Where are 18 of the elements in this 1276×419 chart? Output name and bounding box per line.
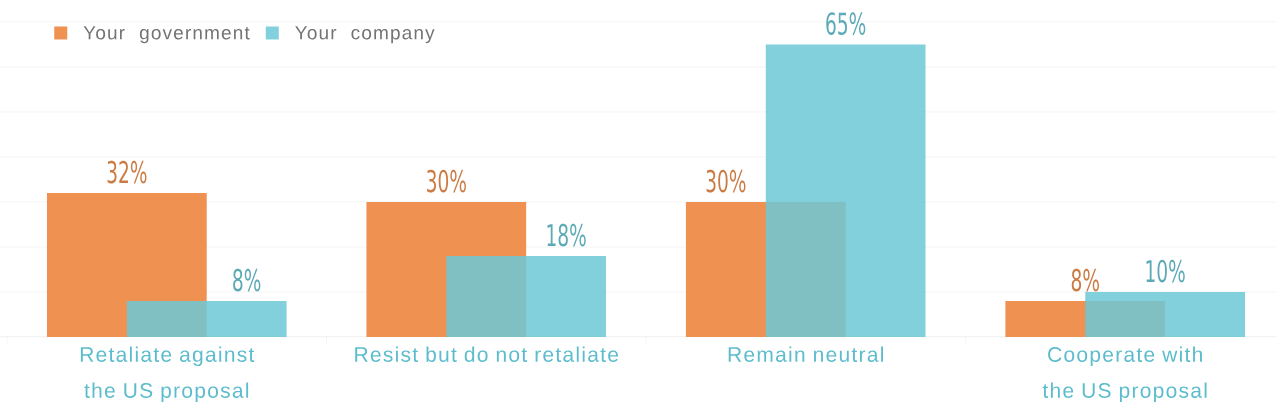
data-label: 18% (547, 223, 586, 247)
x-tick-label: Cooperate with the US proposal (1042, 346, 1207, 403)
bar (765, 44, 926, 337)
bar (1085, 291, 1245, 337)
legend-label: Your government (83, 26, 250, 44)
bar (126, 300, 287, 337)
data-label: 10% (1146, 259, 1185, 283)
bar (446, 255, 607, 337)
data-label: 30% (427, 169, 466, 193)
data-label: 8% (1071, 268, 1099, 292)
x-tick-label: Resist but do not retaliate (355, 346, 619, 362)
data-label: 8% (233, 268, 261, 292)
legend-label: Your company (295, 26, 435, 44)
x-tick-label: Remain neutral (728, 346, 883, 362)
data-label: 30% (706, 169, 746, 193)
data-label: 32% (107, 160, 147, 184)
data-label: 65% (826, 12, 866, 35)
x-tick-label: Retaliate against the US proposal (80, 346, 255, 403)
